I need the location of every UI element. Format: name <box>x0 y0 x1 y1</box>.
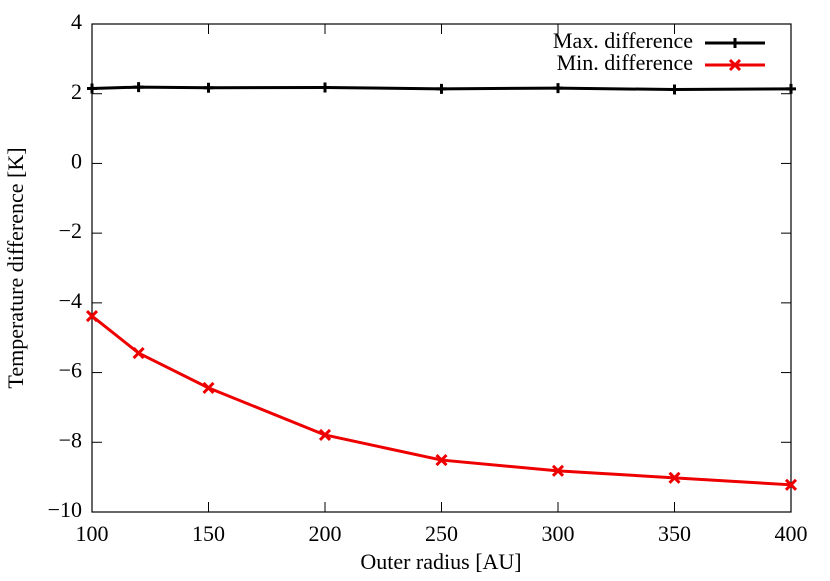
y-tick-label: 0 <box>71 148 82 173</box>
x-tick-label: 300 <box>542 521 575 546</box>
legend-label: Max. difference <box>553 28 693 53</box>
x-tick-label: 250 <box>425 521 458 546</box>
marker <box>132 346 145 360</box>
marker <box>551 464 565 477</box>
marker <box>784 478 798 491</box>
x-tick-label: 400 <box>775 521 808 546</box>
y-tick-label: 2 <box>71 79 82 104</box>
marker <box>786 83 796 94</box>
marker <box>728 58 742 72</box>
y-tick-label: −10 <box>48 497 82 522</box>
marker <box>133 82 144 93</box>
marker <box>203 82 214 93</box>
marker <box>87 83 97 94</box>
y-tick-label: 4 <box>71 9 82 34</box>
marker <box>436 83 447 94</box>
marker <box>669 84 680 95</box>
plot-frame <box>91 23 792 513</box>
marker <box>85 310 99 323</box>
series-line <box>91 85 792 92</box>
marker <box>553 83 563 94</box>
marker <box>318 428 332 442</box>
x-tick-label: 100 <box>76 521 109 546</box>
x-tick-label: 150 <box>192 521 225 546</box>
legend-label: Min. difference <box>557 50 693 75</box>
x-tick-label: 200 <box>309 521 342 546</box>
x-axis-label: Outer radius [AU] <box>360 549 521 574</box>
y-tick-label: −8 <box>59 427 82 452</box>
marker <box>320 82 330 93</box>
series-line <box>91 314 792 487</box>
y-axis-label: Temperature difference [K] <box>3 147 28 388</box>
y-tick-label: −6 <box>59 358 82 383</box>
x-tick-label: 350 <box>658 521 691 546</box>
y-tick-label: −2 <box>59 218 82 243</box>
marker <box>668 471 681 484</box>
marker <box>730 38 740 48</box>
marker <box>202 381 215 394</box>
marker <box>435 454 448 467</box>
y-tick-label: −4 <box>59 288 82 313</box>
